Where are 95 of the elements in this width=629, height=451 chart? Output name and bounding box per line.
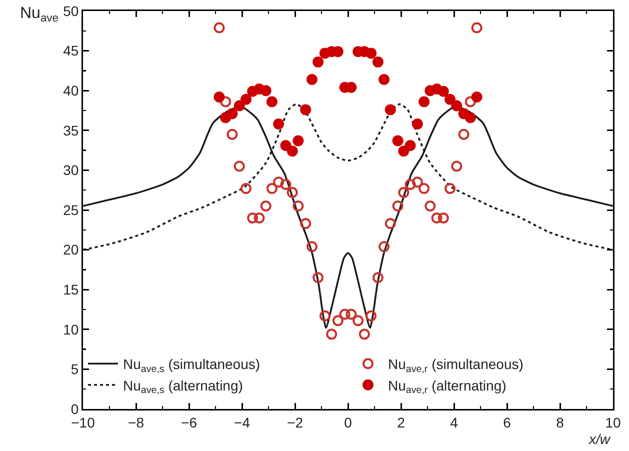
point — [273, 176, 284, 188]
point — [471, 22, 482, 34]
point — [418, 183, 430, 194]
point — [384, 218, 396, 230]
x-tick-label: 10 — [605, 414, 621, 430]
point — [226, 108, 238, 120]
point — [226, 128, 238, 140]
point — [352, 315, 364, 326]
point — [234, 160, 245, 172]
x-tick-label: 0 — [344, 414, 352, 430]
x-tick-label: −6 — [181, 414, 198, 430]
point — [444, 183, 456, 194]
y-tick-label: 25 — [63, 202, 79, 218]
point — [384, 104, 396, 116]
point — [366, 48, 377, 59]
point — [214, 22, 225, 34]
point — [392, 135, 404, 146]
point — [346, 308, 357, 320]
point — [300, 104, 312, 116]
point — [292, 135, 304, 146]
x-tick-label: −2 — [287, 414, 304, 430]
point — [404, 140, 416, 152]
y-axis-title: Nu$_{ave}$ — [20, 5, 58, 24]
point — [260, 200, 272, 212]
point — [306, 241, 318, 252]
x-tick-label: −10 — [71, 414, 96, 430]
point — [266, 183, 278, 194]
legend-label: Nu$_{ave,r}$ (alternating) — [388, 377, 506, 396]
point — [444, 94, 456, 105]
legend-label: Nu$_{ave,r}$ (simultaneous) — [388, 356, 524, 376]
point — [306, 74, 318, 85]
point — [214, 91, 225, 102]
y-tick-label: 45 — [63, 42, 79, 59]
x-tick-label: 2 — [397, 414, 406, 430]
y-tick-label: 40 — [63, 82, 79, 98]
point — [312, 56, 324, 68]
y-tick-label: 5 — [70, 361, 79, 378]
point — [431, 212, 442, 224]
x-tick-label: −8 — [128, 414, 144, 430]
legend-label: Nu$_{ave,s}$ (simultaneous) — [123, 356, 260, 376]
point — [292, 200, 304, 212]
point — [451, 160, 462, 172]
point — [398, 146, 410, 157]
y-tick-label: 15 — [63, 282, 79, 298]
point — [424, 200, 436, 212]
point — [451, 100, 462, 112]
point — [378, 241, 390, 252]
point — [471, 91, 482, 102]
point — [438, 212, 449, 224]
point — [418, 96, 430, 108]
point — [273, 118, 284, 130]
point — [260, 85, 272, 96]
x-tick-label: 4 — [450, 414, 458, 430]
y-tick-label: 30 — [63, 162, 79, 178]
point — [286, 146, 298, 157]
point — [412, 118, 423, 130]
point — [254, 212, 265, 224]
point — [326, 328, 338, 340]
point — [319, 310, 330, 322]
point — [247, 212, 258, 224]
point — [280, 179, 292, 190]
point — [438, 86, 449, 97]
x-tick-label: −4 — [234, 414, 250, 430]
point — [378, 74, 390, 85]
y-tick-label: 35 — [63, 122, 79, 138]
point — [372, 56, 384, 68]
point — [366, 310, 377, 322]
y-tick-label: 50 — [63, 2, 79, 19]
point — [392, 200, 404, 212]
point — [240, 183, 252, 194]
x-tick-label: 8 — [556, 414, 564, 430]
point — [372, 272, 384, 284]
point — [412, 176, 423, 188]
y-tick-label: 20 — [63, 242, 79, 258]
point — [286, 186, 298, 198]
point — [312, 272, 324, 284]
point — [240, 94, 252, 105]
legend-label: Nu$_{ave,s}$ (alternating) — [123, 377, 243, 396]
point — [300, 218, 312, 230]
point — [464, 96, 476, 108]
x-axis-title: x/w — [588, 431, 611, 447]
y-tick-label: 0 — [70, 400, 79, 417]
point — [220, 96, 232, 108]
point — [398, 186, 410, 198]
point — [464, 112, 476, 124]
point — [332, 315, 344, 326]
y-tick-label: 10 — [63, 321, 79, 338]
x-tick-label: 6 — [503, 414, 512, 430]
point — [358, 328, 370, 340]
point — [404, 179, 416, 190]
point — [339, 308, 350, 320]
point — [458, 128, 470, 140]
point — [266, 96, 278, 108]
point — [234, 100, 245, 112]
point — [280, 140, 292, 152]
